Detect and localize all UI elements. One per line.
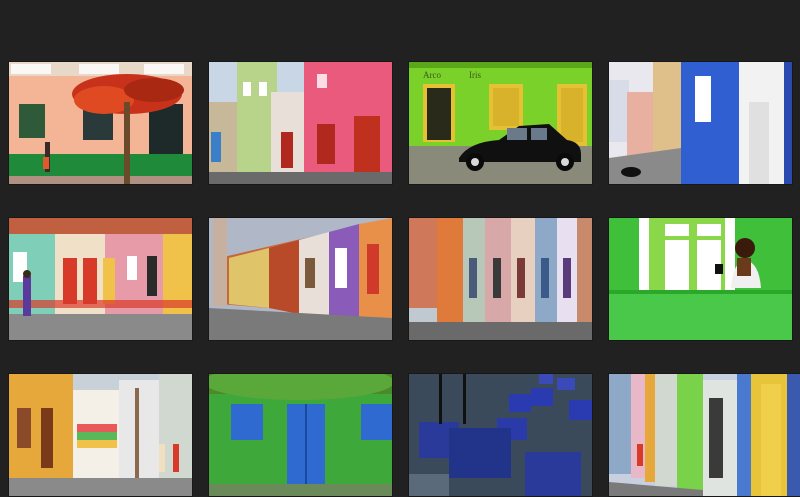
- photo-thumbnail-7[interactable]: [409, 218, 592, 340]
- photo-3-image: Arco Iris: [409, 62, 592, 184]
- photo-1-image: [9, 62, 192, 184]
- photo-thumbnail-6[interactable]: [209, 218, 392, 340]
- photo-thumbnail-1[interactable]: [9, 62, 192, 184]
- photo-thumbnail-8[interactable]: [609, 218, 792, 340]
- photo-8-image: [609, 218, 792, 340]
- photo-5-image: [9, 218, 192, 340]
- photo-2-image: [209, 62, 392, 184]
- svg-text:Iris: Iris: [469, 70, 481, 80]
- svg-text:Arco: Arco: [423, 70, 441, 80]
- photo-6-image: [209, 218, 392, 340]
- photo-thumbnail-12[interactable]: [609, 374, 800, 496]
- photo-thumbnail-10[interactable]: [209, 374, 392, 496]
- photo-12-image: [609, 374, 800, 496]
- photo-10-image: [209, 374, 392, 496]
- photo-thumbnail-11[interactable]: [409, 374, 592, 496]
- photo-11-image: [409, 374, 592, 496]
- photo-thumbnail-3[interactable]: Arco Iris: [409, 62, 592, 184]
- photo-thumbnail-2[interactable]: [209, 62, 392, 184]
- photo-thumbnail-4[interactable]: [609, 62, 792, 184]
- photo-thumbnail-5[interactable]: [9, 218, 192, 340]
- photo-7-image: [409, 218, 592, 340]
- photo-thumbnail-9[interactable]: [9, 374, 192, 496]
- photo-4-image: [609, 62, 792, 184]
- photo-9-image: [9, 374, 192, 496]
